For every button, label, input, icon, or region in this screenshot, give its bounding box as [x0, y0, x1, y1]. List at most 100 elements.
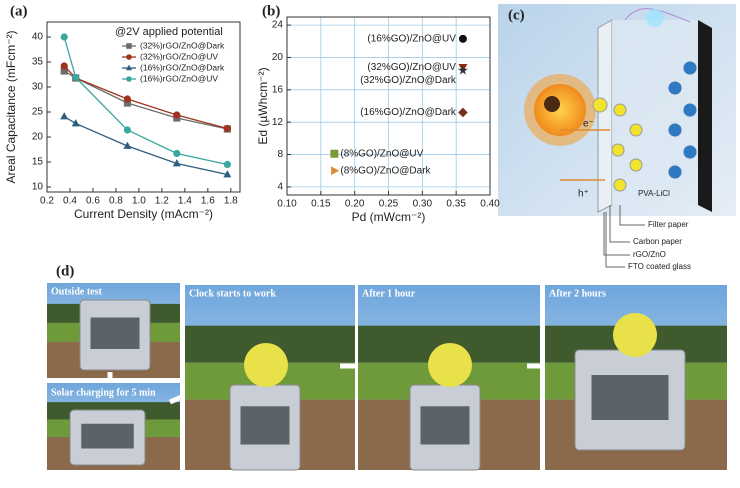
sun: [534, 84, 586, 136]
x-tick-label: 1.2: [155, 196, 169, 207]
marker: [123, 95, 132, 103]
marker: [458, 107, 468, 118]
annotation: @2V applied potential: [115, 26, 223, 38]
y-tick-label: 40: [32, 32, 44, 43]
glass-left: [597, 19, 613, 213]
x-tick-label: 0.2: [40, 196, 54, 207]
marker: [60, 33, 68, 41]
photo-caption: Outside test: [51, 286, 103, 297]
marker: [60, 67, 68, 75]
module: [613, 313, 657, 357]
y-tick-label: 15: [32, 157, 44, 168]
legend-label: (32%)rGO/ZnO@Dark: [140, 40, 225, 50]
legend-marker: [126, 76, 132, 82]
marker: [123, 126, 132, 134]
marker: [223, 170, 232, 178]
legend-marker: [125, 64, 133, 71]
electrolyte-label: PVA-LiCl: [638, 189, 670, 198]
point-label: (32%GO)/ZnO@Dark: [360, 75, 457, 86]
point-label: (8%GO)/ZnO@UV: [340, 148, 423, 159]
leader-lines: [603, 205, 645, 268]
y-tick-label: 4: [277, 182, 283, 193]
x-axis-label: Current Density (mAcm⁻²): [74, 207, 213, 221]
x-tick-label: 0.40: [480, 199, 500, 210]
marker: [330, 149, 339, 158]
point-label: (16%GO)/ZnO@UV: [367, 33, 456, 44]
x-tick-label: 1.0: [132, 196, 146, 207]
marker: [123, 141, 132, 149]
anode-particles: [592, 97, 643, 192]
marker: [172, 159, 181, 167]
panel-label: (a): [10, 3, 28, 19]
x-tick-label: 0.15: [311, 199, 331, 210]
panel-label: (b): [262, 3, 280, 19]
panel-label: (c): [508, 7, 525, 23]
layer-label: Carbon paper: [633, 237, 682, 246]
x-tick-label: 0.25: [379, 199, 399, 210]
fibers: [624, 8, 691, 23]
x-tick-label: 0.35: [446, 199, 466, 210]
photo-caption: After 2 hours: [549, 288, 606, 299]
photo-caption: After 1 hour: [362, 288, 416, 299]
marker: [173, 111, 181, 119]
layer-label: Filter paper: [648, 220, 689, 229]
sun-face: [544, 96, 560, 112]
x-tick-label: 0.20: [345, 199, 365, 210]
marker: [60, 112, 69, 120]
x-tick-label: 0.8: [109, 196, 123, 207]
plot-area: [46, 21, 241, 193]
panel-c: e⁻ h⁺ PVA-LiCl Filter paper Carbon paper…: [498, 4, 736, 271]
x-tick-label: 0.10: [277, 199, 297, 210]
y-tick-label: 12: [272, 117, 284, 128]
arrow: [169, 393, 185, 405]
point-label: (32%GO)/ZnO@UV: [367, 62, 456, 73]
cathode-particles: [667, 60, 698, 180]
y-tick-label: 35: [32, 57, 44, 68]
x-tick-label: 0.30: [413, 199, 433, 210]
marker: [223, 160, 231, 169]
marker: [71, 119, 80, 127]
y-tick-label: 16: [272, 84, 284, 95]
marker: [331, 166, 340, 176]
panel-d: Outside test Solar charging for 5 min Cloc…: [47, 283, 727, 471]
marker: [123, 99, 132, 107]
legend-marker: [126, 43, 132, 49]
marker: [72, 73, 80, 82]
y-tick-label: 10: [32, 182, 44, 193]
electron-label: e⁻: [583, 119, 594, 130]
legend-label: (16%)rGO/ZnO@Dark: [140, 62, 225, 72]
layer-label: FTO coated glass: [628, 262, 691, 271]
marker: [458, 34, 467, 43]
panel-label: (d): [56, 263, 74, 279]
legend-label: (16%)rGO/ZnO@UV: [140, 73, 218, 83]
y-tick-label: 8: [277, 149, 283, 160]
y-tick-label: 30: [32, 82, 44, 93]
module: [244, 343, 288, 387]
x-tick-label: 1.6: [201, 196, 215, 207]
point-label: (16%GO)/ZnO@Dark: [360, 107, 457, 118]
x-tick-label: 1.4: [178, 196, 192, 207]
point-label: (8%GO)/ZnO@Dark: [340, 165, 431, 176]
photo-caption: Clock starts to work: [189, 288, 276, 299]
plot-frame: [286, 16, 491, 196]
clock-screen: [81, 423, 134, 449]
spark: [646, 9, 664, 27]
clock-screen: [591, 375, 669, 420]
clock-screen: [240, 406, 290, 445]
y-tick-label: 20: [272, 52, 284, 63]
legend-label: (32%)rGO/ZnO@UV: [140, 51, 218, 61]
marker: [223, 124, 231, 133]
x-tick-label: 1.8: [224, 196, 238, 207]
y-axis-label: Areal Capacitance (mFcm⁻²): [4, 30, 18, 183]
legend-marker: [126, 54, 132, 60]
photo-caption: Solar charging for 5 min: [51, 387, 156, 398]
x-tick-label: 0.6: [86, 196, 100, 207]
y-tick-label: 24: [272, 20, 284, 31]
x-axis-label: Pd (mWcm⁻²): [352, 210, 426, 224]
x-tick-label: 0.4: [63, 196, 77, 207]
clock-screen: [90, 317, 140, 349]
marker: [457, 65, 468, 75]
y-tick-label: 20: [32, 132, 44, 143]
marker: [173, 149, 181, 158]
